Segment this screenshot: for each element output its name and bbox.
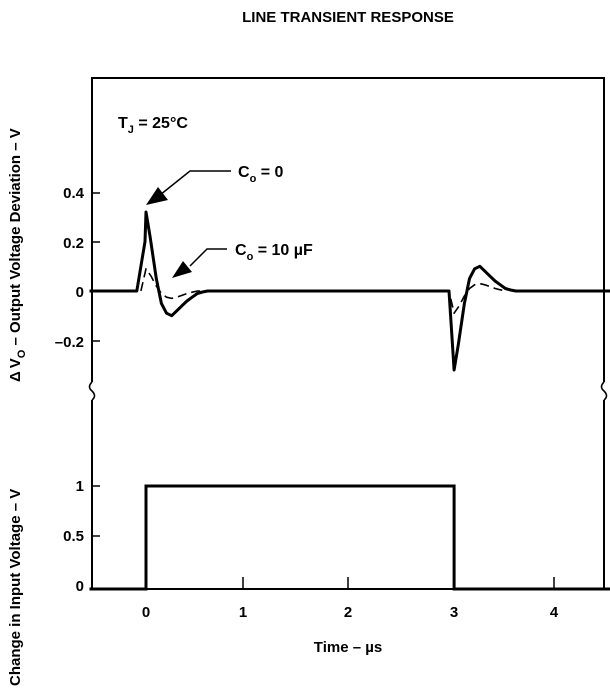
lower-y-axis-title: Change in Input Voltage – V	[7, 489, 24, 686]
annotation-co-zero: Co = 0	[238, 164, 284, 185]
annotation-co-10uf: Co = 10 µF	[235, 242, 313, 263]
upper-panel-frame	[88, 77, 608, 401]
lower-panel-frame	[91, 400, 605, 590]
right-axis-break-mark	[600, 381, 608, 401]
leader-co-10uf	[189, 248, 227, 267]
y-tick-label-0-lower: 0	[76, 578, 84, 595]
x-tick-label-4: 4	[550, 604, 559, 621]
y-tick-label-0.2: 0.2	[63, 235, 84, 252]
y-tick-label-neg0.2: –0.2	[55, 334, 84, 351]
x-axis-title: Time – µs	[314, 639, 382, 656]
arrowhead-co-zero	[146, 187, 168, 205]
x-tick-label-1: 1	[239, 604, 247, 621]
left-axis-break-mark	[88, 381, 96, 401]
lower-y-ticks	[92, 485, 100, 537]
annotation-temperature: TJ = 25°C	[118, 115, 188, 136]
x-tick-label-0: 0	[142, 604, 150, 621]
series-co-10uf-line	[140, 268, 506, 314]
upper-frame-line	[91, 77, 605, 382]
upper-y-ticks	[92, 192, 100, 342]
arrowhead-co-10uf	[172, 261, 192, 278]
series-input-step-line	[89, 484, 610, 591]
chart-title: LINE TRANSIENT RESPONSE	[242, 9, 454, 26]
y-tick-label-0: 0	[76, 284, 84, 301]
y-tick-label-1: 1	[76, 478, 84, 495]
lower-frame-line	[91, 400, 605, 590]
upper-y-axis-title: ΔVO – Output Voltage Deviation – V	[7, 128, 28, 382]
x-ticks	[242, 577, 555, 589]
y-tick-label-0.5: 0.5	[63, 528, 84, 545]
x-tick-label-3: 3	[450, 604, 458, 621]
y-tick-label-0.4: 0.4	[63, 185, 85, 202]
x-tick-label-2: 2	[344, 604, 352, 621]
leader-co-zero	[159, 170, 231, 196]
